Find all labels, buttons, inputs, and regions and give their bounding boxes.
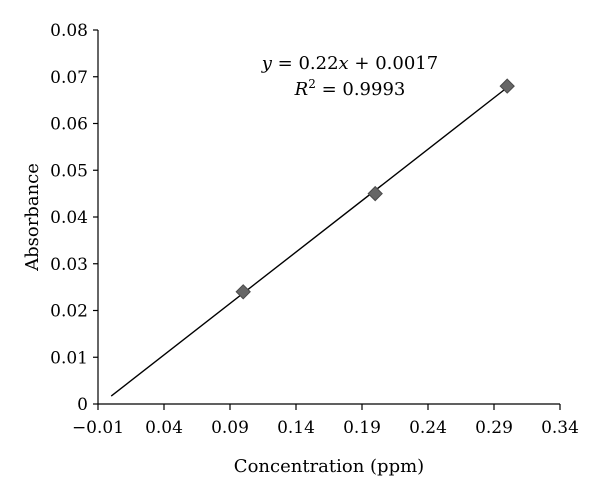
x-tick-label: 0.29 xyxy=(475,418,513,438)
eq-x-var: x xyxy=(339,53,349,74)
data-point xyxy=(499,78,515,94)
eq-y-var: y xyxy=(261,53,273,74)
y-tick-label: 0.02 xyxy=(50,302,88,322)
y-axis-title: Absorbance xyxy=(22,163,43,272)
x-tick-label: 0.04 xyxy=(145,418,183,438)
x-tick-label: 0.19 xyxy=(343,418,381,438)
x-tick-label: 0.34 xyxy=(541,418,579,438)
trendline xyxy=(110,86,508,397)
y-tick-label: 0 xyxy=(77,395,88,415)
r2-rest: = 0.9993 xyxy=(316,79,406,100)
y-tick-label: 0.01 xyxy=(50,348,88,368)
y-tick-label: 0.06 xyxy=(50,115,88,135)
x-axis-title: Concentration (ppm) xyxy=(234,456,424,477)
r2-sup: 2 xyxy=(308,77,316,91)
x-tick-label: 0.24 xyxy=(409,418,447,438)
r2-r: R xyxy=(294,79,309,100)
trendline-r-squared: R2 = 0.9993 xyxy=(294,77,406,100)
x-tick-label: −0.01 xyxy=(72,418,124,438)
y-tick-label: 0.04 xyxy=(50,208,88,228)
x-tick-label: 0.09 xyxy=(211,418,249,438)
eq-mid: = 0.22 xyxy=(272,53,339,74)
y-tick-label: 0.08 xyxy=(50,21,88,41)
data-point xyxy=(367,185,383,202)
data-points xyxy=(235,78,515,300)
data-point xyxy=(235,284,251,300)
y-tick-label: 0.07 xyxy=(50,68,88,88)
ticks-layer: 0 0.01 0.02 0.03 0.04 0.05 0.06 0.07 0.08 −0.01 0.… xyxy=(50,21,579,438)
eq-rest: + 0.0017 xyxy=(349,53,439,74)
y-tick-label: 0.05 xyxy=(50,161,88,181)
x-tick-label: 0.14 xyxy=(277,418,315,438)
y-tick-label: 0.03 xyxy=(50,255,88,275)
trendline-equation: y = 0.22x + 0.0017 xyxy=(261,53,438,74)
